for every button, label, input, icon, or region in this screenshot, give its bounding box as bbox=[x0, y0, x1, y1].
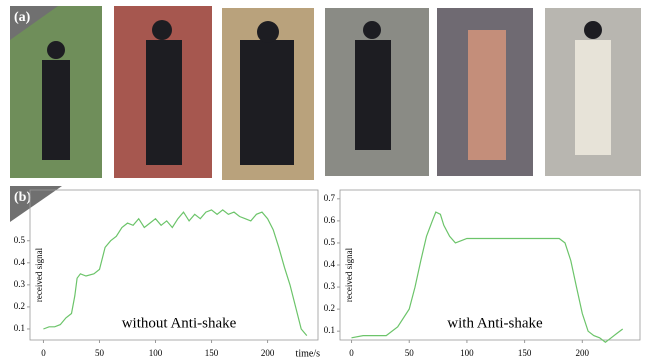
figure: (a) (b) 0 50 100 150 200 0.1 0.2 0.3 0.4 0.5 recei… bbox=[0, 0, 648, 364]
x-tick-label: 50 bbox=[95, 348, 105, 358]
photos: (a) bbox=[10, 6, 641, 180]
y-tick-label: 0.4 bbox=[324, 259, 336, 269]
x-tick-label: 100 bbox=[460, 348, 474, 358]
x-tick-label: 0 bbox=[349, 348, 354, 358]
annotation: with Anti-shake bbox=[447, 315, 543, 331]
x-tick-label: 0 bbox=[41, 348, 46, 358]
y-tick-label: 0.7 bbox=[324, 193, 336, 203]
annotation: without Anti-shake bbox=[122, 315, 237, 331]
x-tick-label: 100 bbox=[149, 348, 163, 358]
x-tick-label: 50 bbox=[405, 348, 415, 358]
x-tick-label: 150 bbox=[205, 348, 219, 358]
x-axis-label: time/s bbox=[296, 348, 321, 359]
y-tick-label: 0.4 bbox=[14, 257, 26, 267]
y-axis-label: received signal bbox=[344, 247, 354, 302]
y-tick-label: 0.2 bbox=[324, 303, 335, 313]
y-tick-label: 0.6 bbox=[324, 215, 336, 225]
x-tick-label: 200 bbox=[576, 348, 590, 358]
y-tick-label: 0.5 bbox=[14, 235, 26, 245]
y-tick-label: 0.1 bbox=[14, 323, 25, 333]
y-tick-label: 0.3 bbox=[14, 279, 26, 289]
y-tick-label: 0.3 bbox=[324, 281, 336, 291]
panel-label: (b) bbox=[14, 190, 31, 205]
y-tick-label: 0.5 bbox=[324, 237, 336, 247]
y-tick-label: 0.2 bbox=[14, 301, 25, 311]
x-tick-label: 200 bbox=[261, 348, 275, 358]
y-axis-label: received signal bbox=[34, 247, 44, 302]
panel-label: (a) bbox=[14, 10, 31, 25]
y-tick-label: 0.1 bbox=[324, 325, 335, 335]
x-tick-label: 150 bbox=[518, 348, 532, 358]
